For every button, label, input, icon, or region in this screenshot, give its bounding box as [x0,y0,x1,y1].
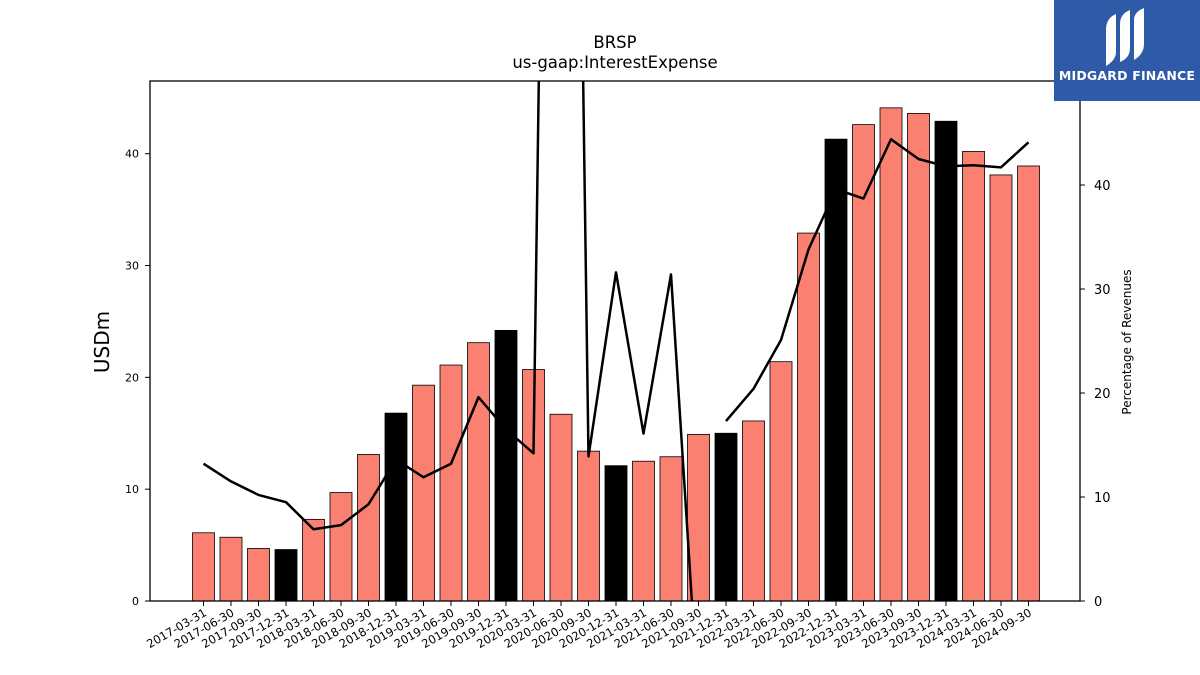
y-tick-label-20: 20 [125,371,139,384]
brand-name: MIDGARD FINANCE [1058,68,1196,83]
bar-2024-06-30 [989,174,1013,602]
y2-tick-label-30: 30 [1094,283,1111,298]
bar-2018-06-30 [329,492,353,602]
bar-2022-09-30 [797,232,820,602]
y2-tick-label-40: 40 [1094,179,1111,194]
midgard-logo-icon [1106,8,1144,66]
bar-series [192,107,1040,602]
bar-2023-06-30 [879,107,903,602]
chart-title: BRSP [593,33,636,52]
y-tick-label-40: 40 [125,148,139,161]
y2-tick-label-20: 20 [1094,387,1111,402]
bar-2017-12-31 [274,549,298,602]
bar-2018-12-31 [384,412,408,602]
brand-logo: MIDGARD FINANCE [1054,0,1200,101]
y-tick-label-0: 0 [132,595,139,608]
bar-2018-09-30 [357,454,380,602]
bar-2020-06-30 [549,413,573,602]
line-segment-1 [202,81,694,601]
bar-2020-09-30 [577,450,600,602]
chart-subtitle: us-gaap:InterestExpense [512,53,717,72]
bar-2019-06-30 [439,364,463,602]
line-series [202,81,1030,601]
bar-2024-09-30 [1017,165,1040,602]
bar-2020-12-31 [604,465,628,602]
y2-axis-label: Percentage of Revenues [1120,269,1134,414]
bar-2017-06-30 [219,536,243,602]
bar-2021-06-30 [659,456,683,602]
bar-2022-06-30 [769,361,793,602]
bar-2017-03-31 [192,532,215,602]
plot-frame [149,80,1081,602]
y2-tick-label-0: 0 [1094,595,1102,610]
bar-2021-03-31 [632,460,655,602]
bar-2019-03-31 [412,384,435,602]
bar-2019-09-30 [467,342,490,602]
y-axis-label: USDm [90,311,114,373]
line-segment-2 [725,137,1030,422]
y2-tick-label-10: 10 [1094,491,1111,506]
y-tick-label-30: 30 [125,260,139,273]
bar-2024-03-31 [962,151,985,602]
bar-2021-12-31 [714,432,738,602]
bar-2023-12-31 [934,120,958,602]
bar-2022-03-31 [742,420,765,602]
bar-2018-03-31 [302,518,325,602]
bar-2017-09-30 [247,548,270,602]
bar-2023-09-30 [907,113,930,602]
bar-2019-12-31 [494,329,518,602]
y-tick-label-10: 10 [125,483,139,496]
